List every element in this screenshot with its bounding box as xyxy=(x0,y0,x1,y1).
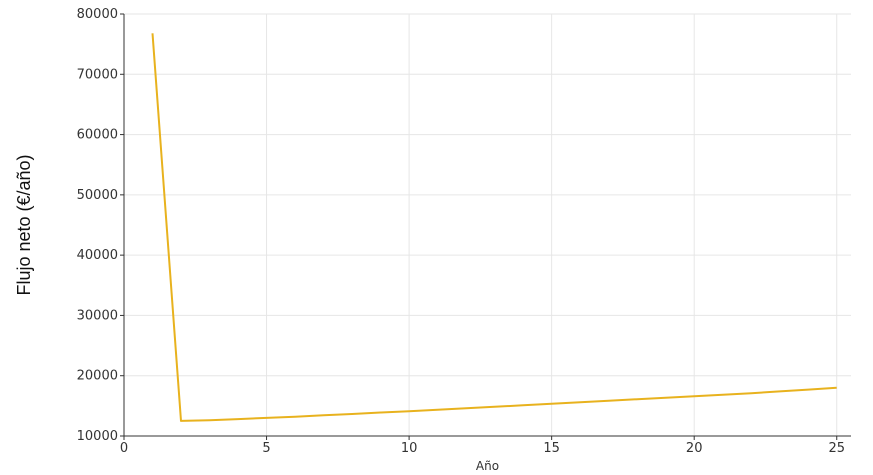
y-tick-label: 40000 xyxy=(77,248,118,263)
grid xyxy=(124,13,851,436)
axes xyxy=(123,14,851,437)
tick-labels: 10000 20000 30000 40000 50000 60000 70000 80000… xyxy=(77,7,845,456)
x-tick-label: 10 xyxy=(401,441,418,456)
y-tick-label: 10000 xyxy=(77,429,118,444)
x-tick-label: 25 xyxy=(828,441,845,456)
y-tick-label: 30000 xyxy=(77,308,118,323)
y-tick-label: 20000 xyxy=(77,369,118,384)
y-axis-title: Flujo neto (€/año) xyxy=(14,154,34,295)
x-tick-label: 20 xyxy=(686,441,703,456)
x-axis-title: Año xyxy=(476,459,499,473)
x-tick-label: 15 xyxy=(543,441,560,456)
series xyxy=(151,33,837,422)
x-tick-label: 0 xyxy=(120,441,128,456)
y-tick-label: 60000 xyxy=(77,128,118,143)
y-tick-label: 70000 xyxy=(77,67,118,82)
y-tick-label: 50000 xyxy=(77,188,118,203)
series-line xyxy=(151,33,837,422)
y-tick-label: 80000 xyxy=(77,7,118,22)
x-tick-label: 5 xyxy=(262,441,270,456)
